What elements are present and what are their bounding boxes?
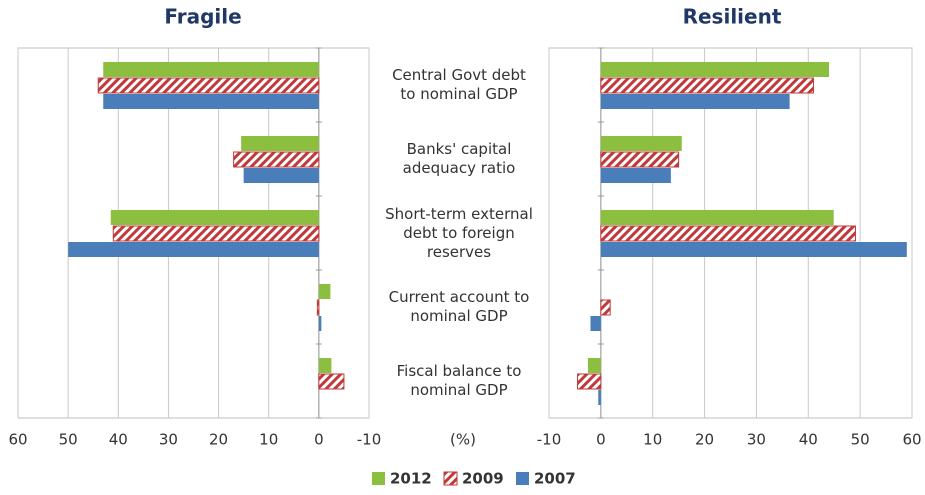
x-tick-label: 20	[209, 431, 228, 449]
bar	[97, 77, 320, 94]
bar	[241, 136, 319, 151]
bar	[600, 94, 790, 109]
bar	[233, 151, 320, 168]
bar	[112, 225, 320, 242]
bar	[68, 242, 319, 257]
x-tick-label: 20	[695, 431, 714, 449]
legend-label: 2007	[534, 470, 576, 488]
x-tick-label: 0	[314, 431, 324, 449]
legend-swatch	[372, 472, 385, 485]
bar	[103, 62, 319, 77]
bar	[600, 242, 907, 257]
bar	[600, 151, 680, 168]
bar	[318, 316, 322, 331]
bar	[243, 168, 319, 183]
category-label: Fiscal balance to nominal GDP	[396, 362, 522, 399]
bar	[598, 390, 601, 405]
bar	[600, 210, 834, 225]
x-tick-label: 10	[643, 431, 662, 449]
bar	[318, 373, 345, 390]
category-label: Current account to nominal GDP	[388, 288, 530, 325]
category-label: Banks' capital adequacy ratio	[402, 140, 516, 177]
x-tick-label: 60	[8, 431, 27, 449]
x-tick-label: 50	[851, 431, 870, 449]
bar	[110, 210, 319, 225]
x-tick-label: 10	[259, 431, 278, 449]
panel-title: Fragile	[164, 5, 241, 29]
legend-label: 2012	[390, 470, 432, 488]
x-tick-label: 40	[109, 431, 128, 449]
bar	[600, 225, 856, 242]
panel-title: Resilient	[683, 5, 782, 29]
bar	[600, 299, 611, 316]
bar	[577, 373, 602, 390]
x-tick-label: -10	[537, 431, 562, 449]
x-axis-label: (%)	[450, 431, 476, 449]
bar	[318, 358, 332, 373]
bar	[103, 94, 319, 109]
bar	[316, 299, 320, 316]
category-label: Short-term external debt to foreign rese…	[385, 204, 533, 261]
bar	[600, 136, 682, 151]
bar	[318, 284, 331, 299]
bar	[590, 316, 601, 331]
x-tick-label: 0	[596, 431, 606, 449]
legend-label: 2009	[462, 470, 504, 488]
x-tick-label: 30	[159, 431, 178, 449]
x-tick-label: 30	[747, 431, 766, 449]
x-tick-label: -10	[357, 431, 382, 449]
legend-swatch	[516, 472, 529, 485]
category-label: Central Govt debt to nominal GDP	[392, 66, 526, 103]
x-tick-label: 50	[59, 431, 78, 449]
bar	[600, 77, 814, 94]
x-tick-label: 60	[902, 431, 921, 449]
x-tick-label: 40	[799, 431, 818, 449]
bar	[600, 62, 830, 77]
bar	[600, 168, 671, 183]
bar	[587, 358, 601, 373]
legend-swatch	[443, 471, 458, 486]
